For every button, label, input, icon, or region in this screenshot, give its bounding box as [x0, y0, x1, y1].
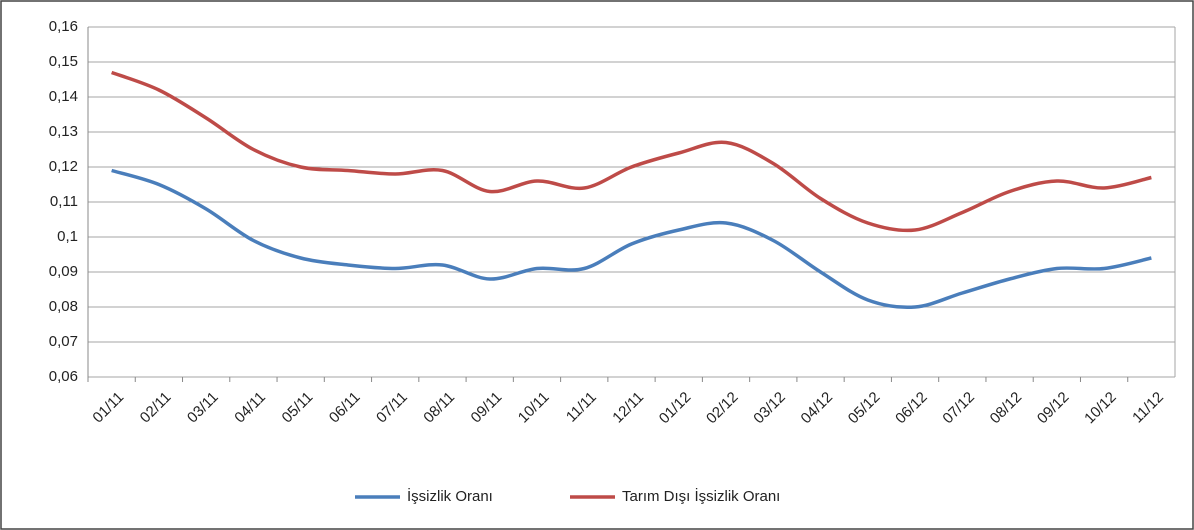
- legend-label: İşsizlik Oranı: [407, 487, 493, 505]
- y-tick-label: 0,13: [49, 123, 78, 140]
- y-tick-label: 0,15: [49, 53, 78, 70]
- y-tick-label: 0,06: [49, 368, 78, 385]
- series-line: [111, 168, 1152, 310]
- y-tick-label: 0,11: [50, 193, 78, 210]
- y-tick-label: 0,14: [49, 88, 78, 105]
- y-tick-label: 0,09: [49, 263, 78, 280]
- legend-label: Tarım Dışı İşsizlik Oranı: [622, 487, 780, 505]
- y-tick-label: 0,1: [57, 228, 78, 245]
- y-tick-label: 0,16: [49, 18, 78, 35]
- y-tick-label: 0,07: [49, 333, 78, 350]
- y-tick-label: 0,12: [49, 158, 78, 175]
- y-tick-label: 0,08: [49, 298, 78, 315]
- series-line: [111, 70, 1152, 233]
